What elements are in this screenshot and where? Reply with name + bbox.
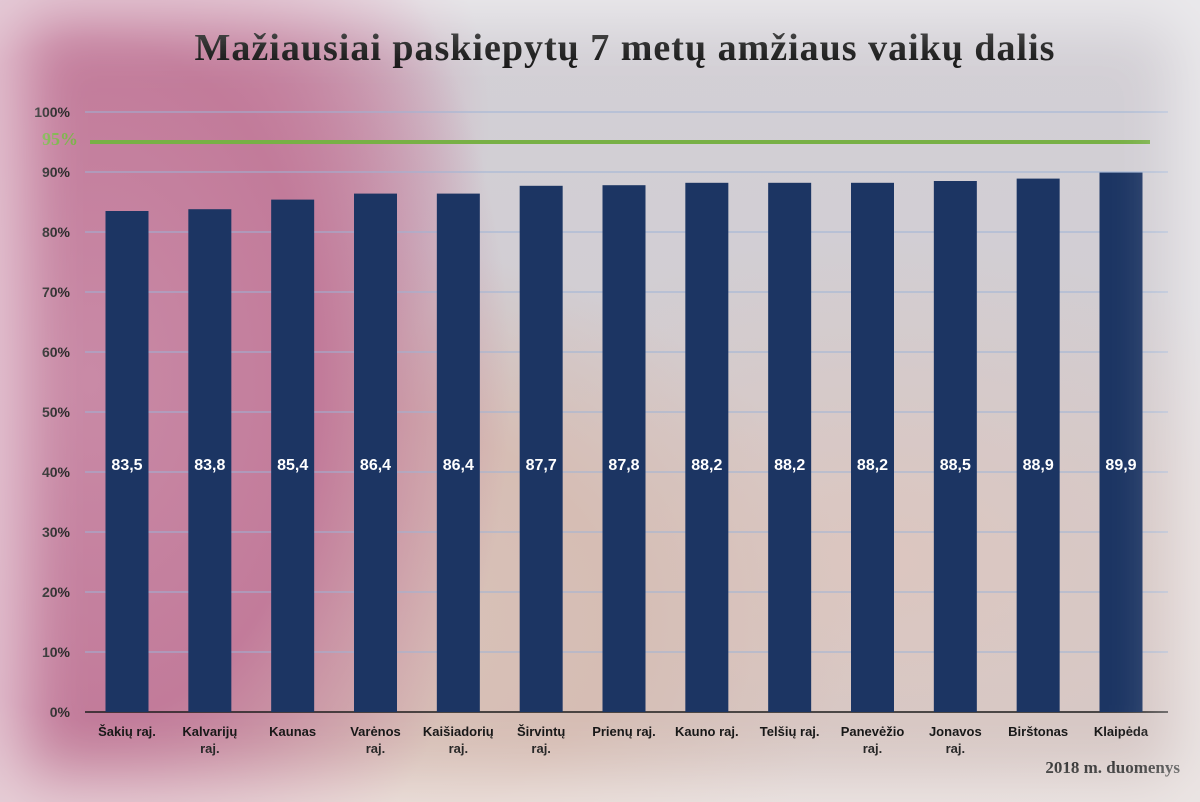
bar <box>1016 178 1060 713</box>
bar <box>271 199 315 713</box>
bar-value-label: 86,4 <box>443 457 474 474</box>
chart-title: Mažiausiai paskiepytų 7 metų amžiaus vai… <box>194 27 1056 69</box>
bar-value-label: 88,2 <box>691 457 722 474</box>
bar-value-label: 87,7 <box>526 457 557 474</box>
y-tick-label: 40% <box>42 464 71 480</box>
y-tick-label: 30% <box>42 524 71 540</box>
y-tick-label: 10% <box>42 644 71 660</box>
x-tick-label: Kaišiadorių <box>423 724 494 739</box>
x-tick-label: Jonavos <box>929 724 982 739</box>
bar-value-label: 87,8 <box>608 457 639 474</box>
bar <box>105 211 149 712</box>
x-tick-label: Širvintų <box>517 724 565 739</box>
x-tick-label: raj. <box>863 741 883 756</box>
x-tick-label: raj. <box>200 741 220 756</box>
bar <box>354 193 397 713</box>
bar-value-label: 88,9 <box>1023 457 1054 474</box>
x-tick-label: raj. <box>946 741 966 756</box>
bar <box>436 193 480 713</box>
bar <box>768 182 812 713</box>
x-tick-label: Panevėžio <box>841 724 905 739</box>
bar <box>188 209 232 712</box>
bar <box>685 182 729 713</box>
bar-value-label: 85,4 <box>277 457 308 474</box>
y-tick-label: 20% <box>42 584 71 600</box>
bar-value-label: 86,4 <box>360 457 391 474</box>
x-tick-label: Kauno raj. <box>675 724 739 739</box>
x-tick-label: Šakių raj. <box>98 724 156 739</box>
x-tick-label: Varėnos <box>350 724 401 739</box>
bar <box>602 185 646 712</box>
y-tick-label: 70% <box>42 284 71 300</box>
bar-value-label: 83,8 <box>194 457 225 474</box>
x-tick-label: raj. <box>531 741 551 756</box>
source-note: 2018 m. duomenys <box>1045 758 1180 777</box>
y-tick-label: 90% <box>42 164 71 180</box>
y-tick-label: 60% <box>42 344 71 360</box>
x-tick-label: Prienų raj. <box>592 724 656 739</box>
y-tick-label: 0% <box>50 704 71 720</box>
bar-value-label: 83,5 <box>111 457 142 474</box>
y-tick-label: 100% <box>34 104 70 120</box>
bar <box>933 181 977 712</box>
bar <box>1099 172 1143 713</box>
y-tick-label: 50% <box>42 404 71 420</box>
x-tick-label: Kalvarijų <box>182 724 237 739</box>
bar-value-label: 89,9 <box>1105 457 1136 474</box>
x-tick-label: raj. <box>366 741 386 756</box>
bar-value-label: 88,5 <box>940 457 971 474</box>
x-tick-label: raj. <box>449 741 469 756</box>
bar <box>851 182 894 713</box>
bar-value-label: 88,2 <box>857 457 888 474</box>
x-tick-label: Telšių raj. <box>760 724 820 739</box>
x-tick-label: Klaipėda <box>1094 724 1149 739</box>
reference-line-label: 95% <box>42 129 78 149</box>
bar <box>519 185 563 713</box>
y-tick-label: 80% <box>42 224 71 240</box>
bar-value-label: 88,2 <box>774 457 805 474</box>
x-tick-label: Birštonas <box>1008 724 1068 739</box>
x-tick-label: Kaunas <box>269 724 316 739</box>
